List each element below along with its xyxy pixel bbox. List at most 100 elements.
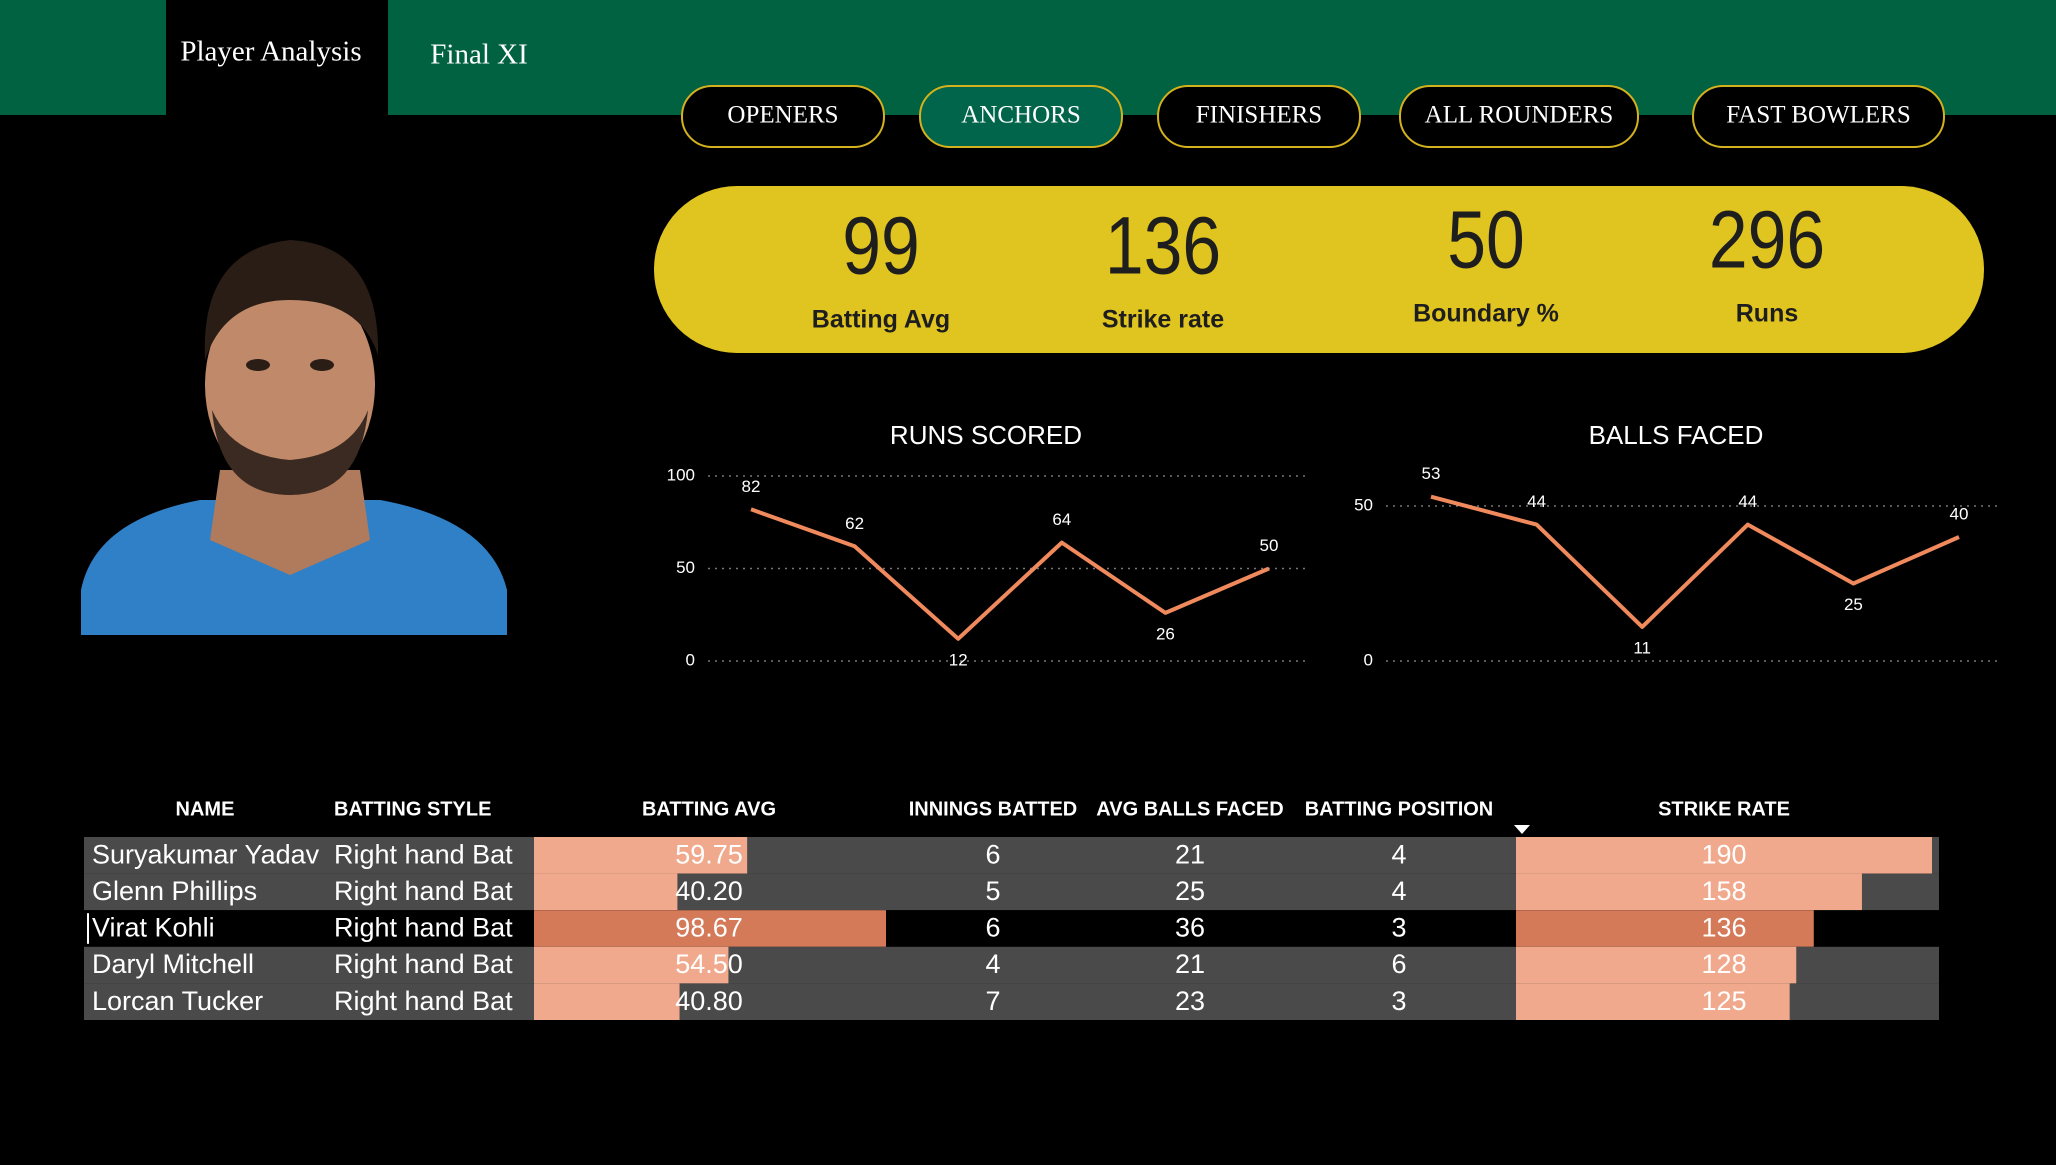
data-label: 62 [845,514,864,533]
kpi-label: Batting Avg [812,306,950,334]
table-cell: 54.50 [675,949,743,979]
data-label: 53 [1422,464,1441,483]
y-tick-label: 0 [1364,650,1373,669]
column-header[interactable]: NAME [176,798,235,820]
tab[interactable]: Player Analysis [180,36,361,68]
table-cell: Right hand Bat [334,913,513,943]
column-header[interactable]: INNINGS BATTED [909,798,1078,820]
avg-bar [534,837,748,874]
kpi-panel [654,186,1984,353]
hair [204,240,379,360]
filter-button[interactable] [919,85,1123,148]
face [205,277,375,493]
table-cell: Glenn Phillips [92,876,257,906]
tab[interactable]: Final XI [430,39,527,71]
filter-label[interactable]: FINISHERS [1196,102,1322,129]
data-label: 11 [1633,638,1651,657]
table-cell: 4 [985,949,1000,979]
kpi-value: 50 [1447,194,1525,286]
player-photo [81,233,507,635]
table-cell: 40.20 [675,876,743,906]
table-cell: Right hand Bat [334,949,513,979]
filter-label[interactable]: ANCHORS [961,102,1080,129]
avg-bar [534,873,678,911]
data-label: 64 [1052,510,1071,529]
table-cell: 40.80 [675,986,743,1016]
table-cell: 36 [1175,913,1205,943]
table-cell: 59.75 [675,839,743,869]
table-cell: 21 [1175,839,1205,869]
strike-rate-bar [1516,873,1862,911]
chart-title: BALLS FACED [1589,420,1764,450]
table-cell: Daryl Mitchell [92,949,254,979]
strike-rate-bar [1516,910,1814,947]
y-tick-label: 0 [686,650,695,669]
filter-button[interactable] [1157,85,1361,148]
kpi-value: 296 [1709,194,1825,286]
y-tick-label: 100 [667,465,695,484]
table-cell: 190 [1701,839,1746,869]
filter-button[interactable] [681,85,885,148]
column-header[interactable]: AVG BALLS FACED [1096,798,1283,820]
table-cell: Virat Kohli [92,913,215,943]
kpi-label: Strike rate [1102,306,1224,334]
data-label: 26 [1156,624,1175,643]
y-tick-label: 50 [1354,495,1373,514]
filter-button[interactable] [1399,85,1639,148]
beard [212,410,368,495]
table-cell: 98.67 [675,913,743,943]
filter-button[interactable] [1692,85,1945,148]
table-cell: Right hand Bat [334,986,513,1016]
filter-label[interactable]: OPENERS [727,102,838,129]
sort-indicator[interactable] [1514,825,1530,834]
avg-bar [534,910,886,947]
table-cell: 128 [1701,949,1746,979]
line [1430,494,1960,629]
data-label: 40 [1950,504,1969,523]
y-tick-label: 50 [676,558,695,577]
line [750,507,1270,641]
data-label: 44 [1738,492,1757,511]
filter-label[interactable]: FAST BOWLERS [1726,102,1911,129]
table-cell: 136 [1701,913,1746,943]
table-cell: 3 [1391,986,1406,1016]
table-cell: 6 [985,913,1000,943]
table-cell: 6 [1391,949,1406,979]
table-cell: 25 [1175,876,1205,906]
avg-bar [534,983,680,1020]
table-cell: 125 [1701,986,1746,1016]
table-cell: Lorcan Tucker [92,986,263,1016]
table-cell: 23 [1175,986,1205,1016]
data-label: 44 [1527,492,1546,511]
kpi-label: Runs [1736,300,1799,328]
column-header[interactable]: STRIKE RATE [1658,798,1790,820]
table-cell: 158 [1701,876,1746,906]
column-header[interactable]: BATTING POSITION [1305,798,1494,820]
column-header[interactable]: BATTING AVG [642,798,776,820]
avg-bar [534,946,729,984]
table-cell: 6 [985,839,1000,869]
table-cell: Right hand Bat [334,876,513,906]
kpi-value: 136 [1105,200,1221,292]
strike-rate-bar [1516,837,1932,874]
table-cell: 21 [1175,949,1205,979]
filter-label[interactable]: ALL ROUNDERS [1425,102,1614,129]
data-label: 50 [1260,536,1279,555]
kpi-value: 99 [842,200,920,292]
table-cell: Suryakumar Yadav [92,839,320,869]
strike-rate-bar [1516,946,1797,984]
table-cell: 4 [1391,876,1406,906]
active-tab[interactable] [166,0,388,115]
eye [310,359,334,371]
table-cell: 4 [1391,839,1406,869]
table-cell: 5 [985,876,1000,906]
chart-title: RUNS SCORED [890,420,1082,450]
table-cell: Right hand Bat [334,839,513,869]
kpi-label: Boundary % [1413,300,1559,328]
data-label: 82 [742,477,761,496]
column-header[interactable]: BATTING STYLE [334,798,491,820]
data-label: 12 [949,650,968,669]
data-label: 25 [1844,595,1863,614]
